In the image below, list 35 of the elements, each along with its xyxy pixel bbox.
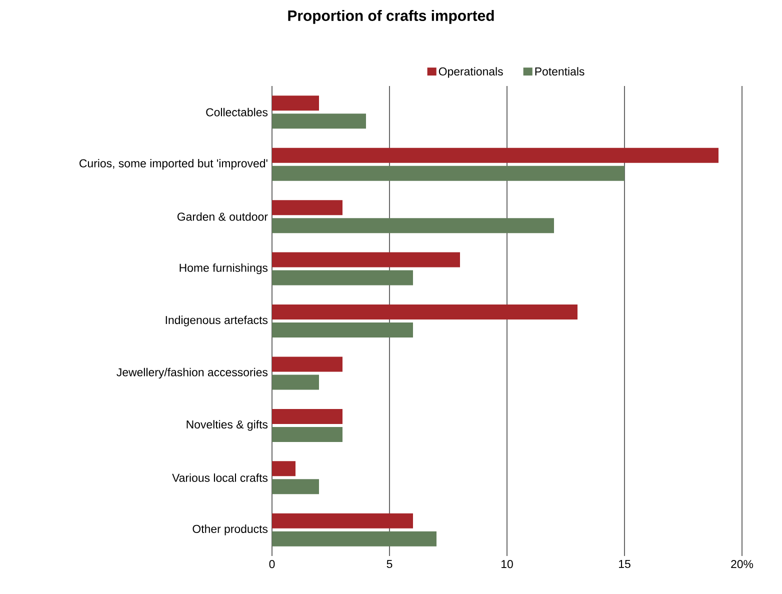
chart-title: Proportion of crafts imported [288,10,494,24]
y-tick-label: Various local crafts [172,473,268,482]
y-tick-label: Garden & outdoor [177,212,268,221]
bar [272,218,554,234]
bar [272,166,625,181]
bar [272,479,319,494]
bar [272,270,414,286]
bar [272,200,342,216]
legend-label: Operationals [438,67,503,78]
bar [272,426,342,442]
y-tick-label: Novelties & gifts [186,420,268,431]
y-tick-label: Collectables [206,108,268,116]
bar [272,114,366,129]
x-tick-label: 5 [386,560,392,568]
x-tick-label: 20% [731,560,754,568]
x-tick-label: 0 [269,560,275,568]
bar [272,408,342,424]
bar [272,513,414,528]
y-tick-label: Home furnishings [180,263,268,274]
y-tick-label: Curios, some imported but 'improved' [80,159,268,170]
bar [272,356,342,372]
bar [272,148,719,163]
x-tick-label: 10 [502,560,513,568]
x-tick-label: 15 [619,560,630,568]
bar [272,461,296,476]
y-tick-label: Indigenous artefacts [166,316,268,326]
bar [272,531,437,546]
bar [272,304,578,320]
bar [272,374,319,390]
y-tick-label: Other products [192,524,268,536]
bar [272,96,319,111]
y-tick-label: Jewellery/fashion accessories [116,368,268,379]
legend-label: Potentials [535,67,584,76]
bar [272,322,414,338]
bar [272,252,460,268]
